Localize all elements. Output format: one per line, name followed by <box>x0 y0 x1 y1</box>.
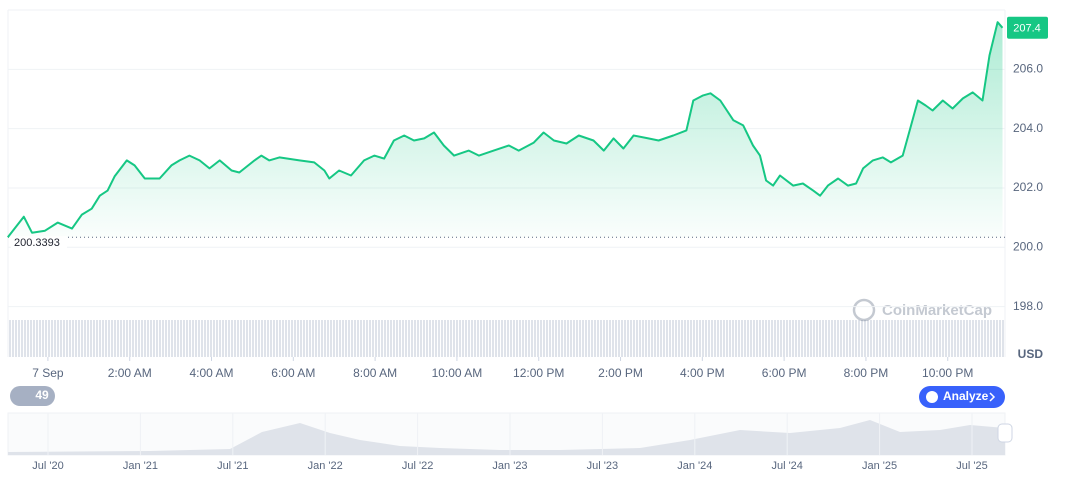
navigator-label: Jul '23 <box>587 460 618 472</box>
y-tick-label: 206.0 <box>1013 61 1043 75</box>
x-tick-label: 10:00 PM <box>922 366 973 380</box>
navigator-label: Jul '21 <box>217 460 248 472</box>
navigator-label: Jul '22 <box>402 460 433 472</box>
x-tick-label: 2:00 AM <box>108 366 152 380</box>
navigator-label: Jan '25 <box>862 460 897 472</box>
area-fill <box>7 22 1003 238</box>
x-tick-label: 6:00 AM <box>271 366 315 380</box>
navigator-label: Jul '20 <box>32 460 63 472</box>
baseline-label-bg <box>11 236 67 251</box>
x-tick-label: 8:00 AM <box>353 366 397 380</box>
price-line <box>7 21 1004 238</box>
x-tick-label: 4:00 AM <box>189 366 233 380</box>
x-tick-label: 8:00 PM <box>844 366 889 380</box>
baseline-label: 200.3393 <box>14 237 60 249</box>
history-badge[interactable]: 49 <box>10 386 55 406</box>
navigator-label: Jan '22 <box>308 460 343 472</box>
x-tick-label: 6:00 PM <box>762 366 807 380</box>
navigator-label: Jul '25 <box>956 460 987 472</box>
watermark-text: CoinMarketCap <box>882 302 992 319</box>
navigator-label: Jul '24 <box>771 460 802 472</box>
volume-bars <box>8 320 1005 357</box>
x-tick-label: 4:00 PM <box>680 366 725 380</box>
x-tick-label: 10:00 AM <box>432 366 483 380</box>
navigator-area <box>8 420 1005 455</box>
y-tick-label: 200.0 <box>1013 239 1043 253</box>
badge-count: 49 <box>35 388 49 402</box>
navigator-label: Jan '24 <box>677 460 712 472</box>
navigator-handle[interactable] <box>997 423 1013 443</box>
y-tick-label: 202.0 <box>1013 180 1043 194</box>
x-tick-label: 7 Sep <box>32 366 64 380</box>
analyze-button[interactable]: Analyze <box>919 386 1005 408</box>
watermark: CoinMarketCap <box>852 298 992 322</box>
navigator-label: Jan '23 <box>492 460 527 472</box>
navigator-label: Jan '21 <box>123 460 158 472</box>
y-tick-label: 198.0 <box>1013 299 1043 313</box>
currency-label: USD <box>1018 347 1044 361</box>
last-price-box <box>1007 16 1048 39</box>
x-tick-label: 2:00 PM <box>598 366 643 380</box>
last-price-label: 207.4 <box>1013 23 1041 35</box>
analyze-label: Analyze <box>943 389 989 403</box>
y-tick-label: 204.0 <box>1013 121 1043 135</box>
x-tick-label: 12:00 PM <box>513 366 564 380</box>
